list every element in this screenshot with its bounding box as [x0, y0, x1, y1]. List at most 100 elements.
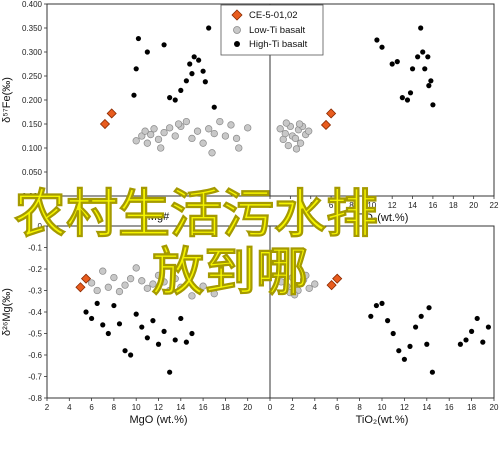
low-ti-point [199, 139, 207, 147]
high-ti-point [407, 90, 414, 96]
high-ti-point [389, 61, 395, 67]
high-ti-point [150, 318, 156, 324]
low-ti-point [132, 264, 140, 272]
low-ti-point [165, 286, 174, 295]
x-tick-label: 0 [268, 403, 273, 412]
low-ti-point [210, 129, 218, 138]
high-ti-point [178, 315, 184, 322]
high-ti-point [111, 302, 117, 309]
x-axis-label: Mg# [148, 211, 170, 223]
low-ti-point [232, 134, 241, 143]
x-tick-label: 12 [400, 403, 409, 412]
ce-point [99, 118, 111, 130]
high-ti-point [480, 339, 486, 345]
legend-ce-marker [231, 9, 243, 21]
low-ti-point [227, 121, 235, 129]
high-ti-point [399, 95, 405, 101]
low-ti-point [99, 267, 107, 275]
low-ti-point [138, 277, 146, 285]
low-ti-point [311, 280, 319, 288]
low-ti-point [305, 127, 313, 135]
y-tick-label: -0.8 [28, 394, 42, 403]
high-ti-point [396, 348, 402, 354]
x-tick-label: 18 [467, 403, 476, 412]
y-tick-label: -0.1 [28, 244, 42, 253]
y-tick-label: -0.3 [28, 287, 42, 296]
ce-point [80, 273, 92, 284]
y-tick-label: 0.100 [22, 144, 43, 153]
high-ti-point [430, 102, 436, 108]
x-axis-label: TiO₂(wt.%) [356, 414, 409, 426]
high-ti-point [418, 25, 424, 31]
x-tick-label: 18 [449, 201, 458, 210]
panel-bottom-left: 0 -0.1 -0.2 -0.3 -0.4 -0.5 -0.6 -0.7 -0.82 4 6 8 10 1… [1, 222, 271, 426]
high-ti-point [424, 341, 430, 347]
high-ti-point [135, 35, 142, 42]
high-ti-point [379, 44, 385, 50]
x-tick-label: 2 [45, 403, 50, 412]
y-axis-label: δ²⁶Mg(‰) [1, 288, 13, 336]
low-ti-point [132, 137, 140, 145]
high-ti-point [385, 318, 391, 324]
ce-point [326, 108, 337, 119]
x-tick-label: 8 [357, 403, 362, 412]
low-ti-point [104, 283, 112, 291]
low-ti-point [283, 282, 291, 290]
high-ti-point [178, 87, 184, 93]
high-ti-point [189, 330, 195, 337]
y-tick-label: 0.400 [22, 0, 43, 9]
high-ti-point [100, 322, 106, 328]
y-tick-label: -0.2 [28, 265, 42, 274]
low-ti-point [150, 125, 158, 133]
high-ti-point [116, 321, 123, 327]
x-tick-label: 16 [445, 403, 454, 412]
low-ti-point [277, 278, 285, 286]
x-tick-label: 4 [309, 201, 314, 210]
ce-point [75, 282, 86, 293]
low-ti-point [282, 119, 290, 127]
high-ti-point [390, 330, 396, 337]
high-ti-point [373, 302, 379, 309]
high-ti-point [202, 79, 208, 85]
low-ti-point [295, 120, 304, 128]
high-ti-point [379, 300, 385, 306]
high-ti-point [422, 66, 428, 72]
x-tick-label: 10 [378, 403, 387, 412]
high-ti-point [133, 311, 139, 317]
high-ti-point [485, 324, 491, 330]
panel-top-left: 0.000 0.050 0.100 0.150 0.200 0.250 0.300 0.350… [1, 0, 271, 223]
x-tick-label: 12 [154, 403, 163, 412]
low-ti-point [205, 125, 213, 133]
high-ti-point [131, 92, 137, 98]
low-ti-point [221, 132, 230, 140]
legend-high-ti-label: High-Ti basalt [249, 39, 308, 50]
y-tick-label: 0.200 [22, 96, 43, 105]
high-ti-point [394, 59, 400, 65]
high-ti-point [187, 61, 193, 67]
x-tick-label: 0 [268, 201, 273, 210]
x-tick-label: 6 [89, 403, 94, 412]
y-tick-label: -0.6 [28, 351, 42, 360]
low-ti-point [286, 289, 294, 297]
x-tick-label: 16 [199, 403, 208, 412]
high-ti-point [420, 49, 426, 55]
high-ti-point [128, 352, 134, 358]
low-ti-point [160, 128, 168, 137]
high-ti-point [463, 337, 469, 343]
low-ti-point [305, 284, 313, 293]
x-axis-label: MgO (wt.%) [129, 414, 187, 426]
high-ti-point [196, 57, 202, 63]
x-tick-label: 20 [243, 403, 252, 412]
high-ti-point [191, 54, 197, 60]
y-tick-label: -0.7 [28, 373, 42, 382]
y-tick-label: 0.150 [22, 120, 43, 129]
high-ti-point [374, 37, 380, 43]
x-tick-label: 6 [335, 403, 340, 412]
ce-point [326, 280, 337, 291]
low-ti-point [143, 139, 152, 147]
low-ti-point [276, 125, 284, 133]
y-tick-label: -0.4 [28, 308, 42, 317]
low-ti-point [302, 271, 310, 280]
y-tick-label: 0.050 [22, 168, 43, 177]
